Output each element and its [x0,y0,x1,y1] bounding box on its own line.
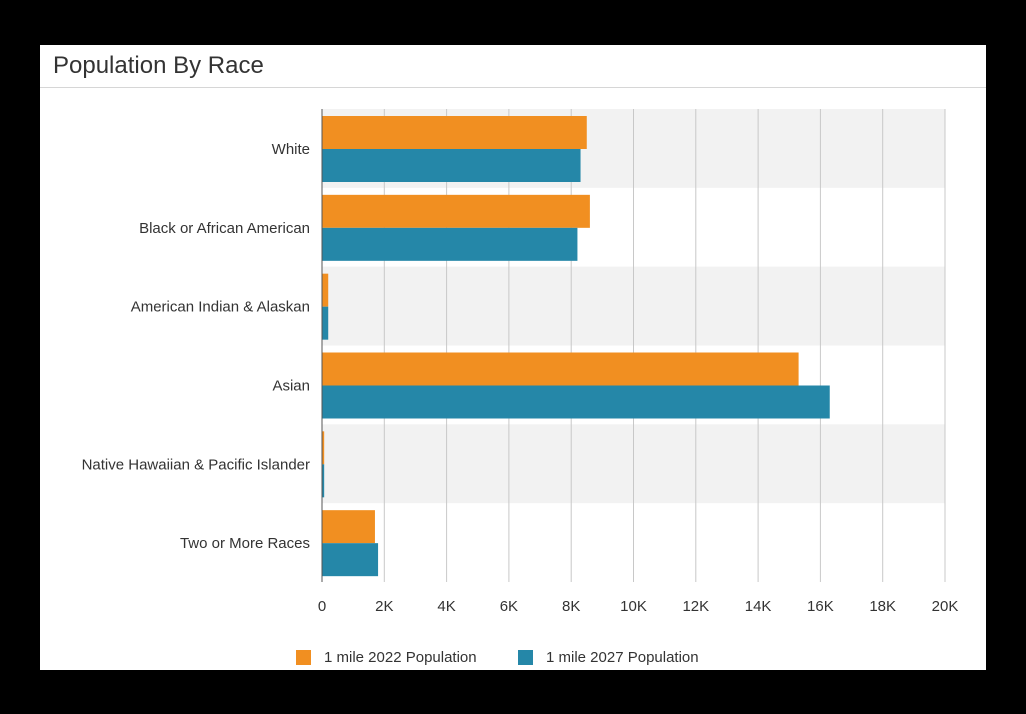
x-tick-label: 6K [500,598,518,615]
bar-2027-white [322,149,581,182]
x-tick-label: 8K [562,598,580,615]
bar-2022-two-or-more-races [322,510,375,544]
legend-swatch-2022 [296,649,311,665]
panel-header: Population By Race [40,45,986,88]
legend-item-2027[interactable]: 1 mile 2027 Population [518,647,699,667]
bar-2022-white [322,116,587,149]
x-tick-label: 0 [318,598,326,615]
y-tick-label: White [272,141,310,158]
y-tick-label: Native Hawaiian & Pacific Islander [82,456,310,473]
legend-label-2027: 1 mile 2027 Population [546,648,699,666]
x-tick-label: 20K [932,598,959,615]
bar-2022-asian [322,352,799,386]
x-tick-label: 4K [437,598,455,615]
x-tick-label: 10K [620,598,647,615]
chart-title: Population By Race [53,52,264,79]
bar-chart: White Black or African American American I… [82,109,959,615]
x-tick-label: 18K [869,598,896,615]
y-tick-label: American Indian & Alaskan [131,299,310,316]
x-tick-label: 16K [807,598,834,615]
bar-2027-american-indian-alaskan [322,306,329,340]
x-tick-label: 2K [375,598,393,615]
bar-2027-native-hawaiian-pacific-islander [322,464,325,498]
x-tick-label: 14K [745,598,772,615]
bar-2022-native-hawaiian-pacific-islander [322,431,325,465]
legend-label-2022: 1 mile 2022 Population [324,648,477,666]
legend-swatch-2027 [518,649,533,665]
y-tick-label: Black or African American [139,220,310,237]
bar-2022-american-indian-alaskan [322,273,329,307]
x-tick-label: 12K [682,598,709,615]
bar-2027-two-or-more-races [322,543,379,577]
chart-legend: 1 mile 2022 Population 1 mile 2027 Popul… [40,647,986,667]
bar-2027-black-or-african-american [322,227,578,261]
y-tick-label: Asian [272,378,310,395]
bar-2027-asian [322,385,830,419]
y-tick-label: Two or More Races [180,535,310,552]
legend-item-2022[interactable]: 1 mile 2022 Population [296,647,477,667]
chart-panel: Population By Race White Black or African… [40,45,986,670]
bar-2022-black-or-african-american [322,194,590,228]
